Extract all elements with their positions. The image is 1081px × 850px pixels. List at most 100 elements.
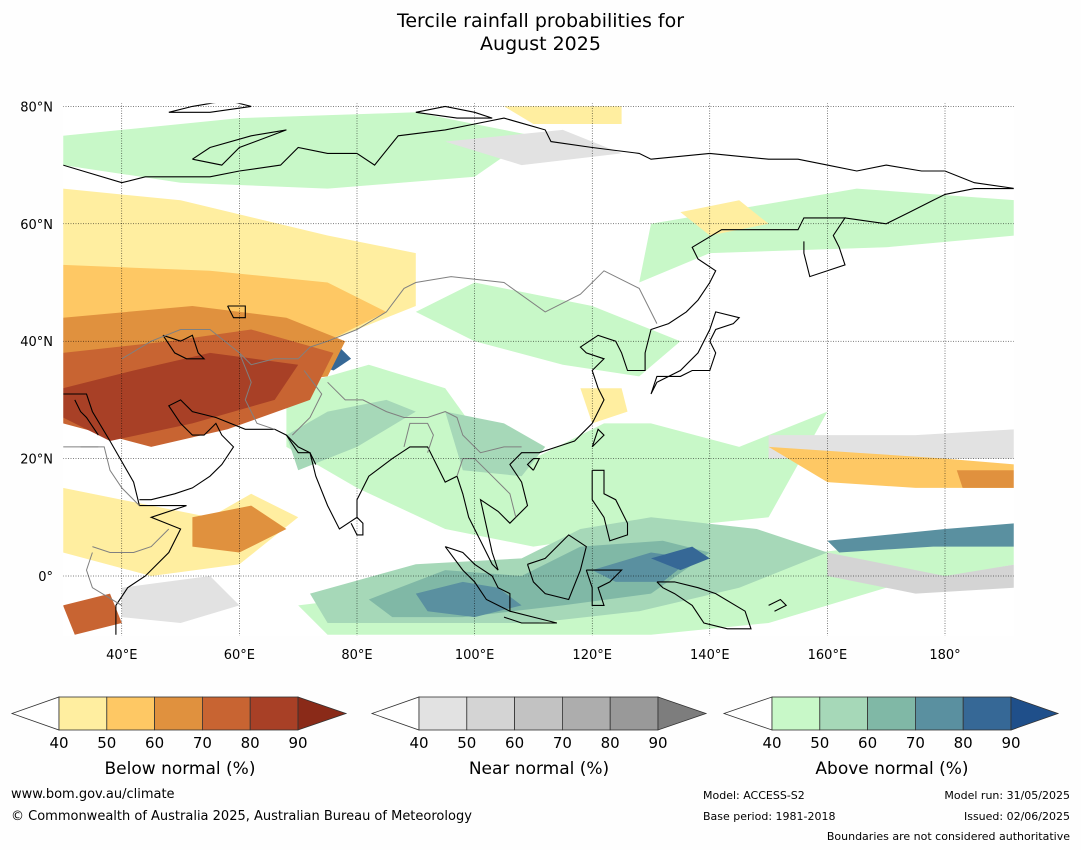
lat-tick-label: 80°N	[20, 100, 53, 115]
base-period-text: Base period: 1981-2018	[703, 810, 836, 823]
colorbar-segment	[466, 696, 515, 731]
colorbar-segment	[154, 696, 203, 731]
model-text: Model: ACCESS-S2	[703, 789, 805, 802]
axis-labels: 80°N 60°N 40°N 20°N 0° 40°E 60°E 80°E 100°E 120°E…	[20, 100, 960, 663]
lat-tick-label: 60°N	[20, 218, 53, 233]
below-normal-label: Below normal (%)	[104, 759, 256, 779]
above-50-india-west	[286, 399, 416, 471]
colorbar-tick-label: 70	[906, 734, 925, 752]
colorbar-segment	[771, 696, 821, 731]
coastline-segment	[768, 598, 788, 612]
lon-tick-label: 60°E	[224, 648, 255, 663]
colorbar-tick-label: 40	[49, 734, 68, 752]
coastline-segment	[844, 188, 1014, 225]
colorbar-tick-label: 40	[409, 734, 428, 752]
colorbar-under-triangle	[10, 696, 60, 731]
lon-tick-label: 40°E	[106, 648, 137, 663]
lon-tick-label: 120°E	[572, 648, 612, 663]
copyright-text: © Commonwealth of Australia 2025, Austra…	[11, 809, 472, 824]
lon-tick-label: 140°E	[690, 648, 730, 663]
colorbar-segment	[915, 696, 964, 731]
colorbar-segment	[562, 696, 611, 731]
lat-tick-label: 0°	[38, 570, 53, 585]
boundary-segment	[92, 528, 170, 553]
coastline-segment	[162, 334, 206, 360]
lat-tick-label: 20°N	[20, 453, 53, 468]
lon-tick-label: 180°	[929, 648, 960, 663]
below-60-arabian-sea	[192, 505, 287, 553]
coastline-segment	[63, 117, 828, 184]
colorbar-tick-label: 60	[505, 734, 524, 752]
near-normal-label: Near normal (%)	[468, 759, 610, 779]
colorbar-under-triangle	[370, 696, 420, 731]
colorbar-segment	[106, 696, 156, 731]
coastline-segment	[591, 428, 605, 448]
map-frame	[62, 102, 1015, 637]
boundary-segment	[238, 352, 275, 430]
coastline-segment	[415, 105, 493, 119]
coastline-segment	[503, 610, 558, 624]
above-70-pacific	[827, 523, 1014, 553]
colorbar-tick-label: 50	[457, 734, 476, 752]
colorbar-segment	[249, 696, 299, 731]
boundary-segment	[327, 381, 522, 454]
colorbar-over-triangle	[1010, 696, 1060, 731]
boundary-segment	[291, 370, 323, 436]
lon-tick-label: 80°E	[341, 648, 372, 663]
colorbar-tick-label: 90	[648, 734, 667, 752]
colorbar-segment	[58, 696, 108, 731]
colorbar-tick-label: 70	[553, 734, 572, 752]
colorbar-tick-label: 60	[145, 734, 164, 752]
near-colorbar: 40 50 60 70 80 90	[370, 696, 708, 752]
coastline-segment	[591, 469, 629, 542]
graticule	[63, 103, 1014, 636]
lon-tick-label: 100°E	[455, 648, 495, 663]
coastline-segment	[63, 393, 187, 635]
website-link[interactable]: www.bom.gov.au/climate	[11, 787, 175, 802]
coastline-segment	[650, 311, 741, 395]
colorbar-tick-label: 80	[954, 734, 973, 752]
colorbar-segment	[962, 696, 1012, 731]
map-plot-area	[63, 103, 1014, 636]
coastlines	[63, 103, 1014, 635]
coastline-segment	[827, 164, 1014, 189]
colorbar-under-triangle	[722, 696, 773, 731]
above-80-spot	[651, 546, 710, 571]
colorbar-tick-label: 80	[241, 734, 260, 752]
colorbar-over-triangle	[297, 696, 348, 731]
below-40-siberia-east	[680, 200, 769, 236]
coastline-segment	[656, 581, 752, 630]
near-40-siberia	[445, 129, 622, 166]
above-50-indochina	[445, 411, 546, 477]
colorbar-segment	[867, 696, 916, 731]
colorbar-tick-label: 50	[810, 734, 829, 752]
colorbars: 40 50 60 70 80 90 40 50 60 70 80 90 40 50 60 70 80 90	[10, 696, 1060, 752]
above-40-arctic	[63, 112, 534, 189]
colorbar-tick-label: 70	[193, 734, 212, 752]
below-50-pacific	[768, 446, 1014, 488]
lat-tick-label: 40°N	[20, 335, 53, 350]
colorbar-tick-label: 40	[762, 734, 781, 752]
colorbar-segment	[201, 696, 251, 731]
disclaimer-text: Boundaries are not considered authoritat…	[826, 830, 1070, 843]
boundary-segment	[121, 270, 658, 366]
boundary-segment	[403, 422, 434, 453]
coastline-segment	[526, 534, 587, 601]
colorbar-over-triangle	[657, 696, 708, 731]
issued-text: Issued: 02/06/2025	[963, 810, 1070, 823]
model-run-text: Model run: 31/05/2025	[944, 789, 1070, 802]
coastline-segment	[285, 434, 317, 465]
coastline-segment	[192, 129, 287, 166]
boundary-segment	[85, 552, 123, 606]
chart-title: Tercile rainfall probabilities for Augus…	[0, 10, 1081, 56]
colorbar-tick-label: 90	[288, 734, 307, 752]
above-40-south-asia	[286, 364, 828, 547]
coastline-segment	[350, 516, 364, 536]
colorbar-tick-label: 60	[858, 734, 877, 752]
below-60-pacific	[956, 470, 1014, 488]
coastline-segment	[444, 546, 511, 613]
colorbar-tick-label: 90	[1001, 734, 1020, 752]
coastline-segment	[74, 399, 99, 436]
coastline-segment	[139, 217, 847, 571]
